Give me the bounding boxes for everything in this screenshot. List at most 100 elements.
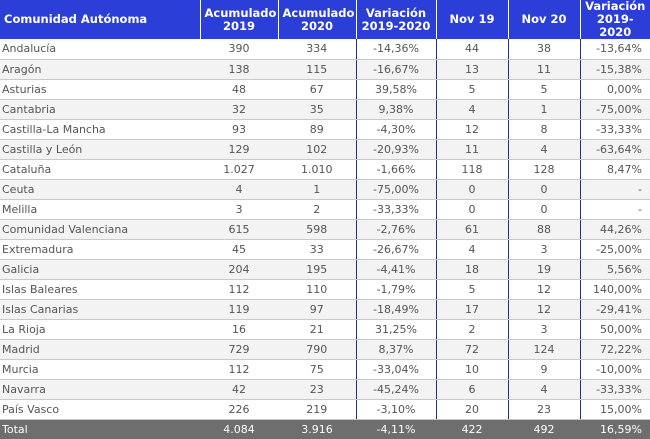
cell-variacion-acumulado: -45,24% xyxy=(355,379,436,400)
cell-region: Castilla y León xyxy=(0,139,200,160)
total-acumulado-2020: 3.916 xyxy=(278,419,356,439)
cell-nov-19: 6 xyxy=(435,379,508,400)
header-acumulado-2020: Acumulado 2020 xyxy=(277,0,356,39)
cell-nov-19: 0 xyxy=(435,179,508,200)
cell-variacion-acumulado: -14,36% xyxy=(355,39,436,60)
header-variacion-nov: Variación 2019-2020 xyxy=(579,0,650,39)
cell-variacion-nov: 0,00% xyxy=(579,79,650,100)
cell-region: Islas Canarias xyxy=(0,299,200,320)
table-row: Extremadura 45 33 -26,67% 4 3 -25,00% xyxy=(0,239,650,260)
header-variacion-acumulado: Variación 2019-2020 xyxy=(355,0,436,39)
table-header: Comunidad Autónoma Acumulado 2019 Acumula… xyxy=(0,0,650,39)
cell-acumulado-2020: 110 xyxy=(278,279,356,300)
cell-variacion-acumulado: -4,30% xyxy=(355,119,436,140)
cell-region: Melilla xyxy=(0,199,200,220)
cell-region: Asturias xyxy=(0,79,200,100)
cell-acumulado-2020: 2 xyxy=(278,199,356,220)
table-row: Madrid 729 790 8,37% 72 124 72,22% xyxy=(0,339,650,360)
cell-nov-20: 38 xyxy=(507,39,580,60)
table-row: Aragón 138 115 -16,67% 13 11 -15,38% xyxy=(0,59,650,80)
cell-acumulado-2020: 334 xyxy=(278,39,356,60)
cell-variacion-nov: 5,56% xyxy=(579,259,650,280)
cell-variacion-nov: -33,33% xyxy=(579,119,650,140)
cell-variacion-nov: -10,00% xyxy=(579,359,650,380)
cell-variacion-nov: -13,64% xyxy=(579,39,650,60)
cell-nov-20: 11 xyxy=(507,59,580,80)
cell-acumulado-2019: 129 xyxy=(200,139,278,160)
table-row: Ceuta 4 1 -75,00% 0 0- xyxy=(0,179,650,200)
cell-acumulado-2019: 729 xyxy=(200,339,278,360)
cell-variacion-nov: 140,00% xyxy=(579,279,650,300)
cell-nov-20: 9 xyxy=(507,359,580,380)
cell-acumulado-2019: 48 xyxy=(200,79,278,100)
cell-nov-19: 20 xyxy=(435,399,508,420)
cell-variacion-nov: -29,41% xyxy=(579,299,650,320)
cell-variacion-acumulado: 9,38% xyxy=(355,99,436,120)
cell-nov-20: 3 xyxy=(507,239,580,260)
table-row: Cantabria 32 35 9,38% 4 1 -75,00% xyxy=(0,99,650,120)
cell-nov-19: 2 xyxy=(435,319,508,340)
cell-nov-19: 5 xyxy=(435,79,508,100)
cell-acumulado-2019: 3 xyxy=(200,199,278,220)
cell-nov-20: 4 xyxy=(507,379,580,400)
cell-acumulado-2020: 67 xyxy=(278,79,356,100)
cell-acumulado-2020: 89 xyxy=(278,119,356,140)
table-row: Islas Canarias 119 97 -18,49% 17 12 -29,41% xyxy=(0,299,650,320)
table-body: Andalucía 390 334 -14,36% 44 38 -13,64% Aragón 1… xyxy=(0,39,650,420)
cell-variacion-acumulado: 39,58% xyxy=(355,79,436,100)
cell-acumulado-2019: 112 xyxy=(200,359,278,380)
cell-nov-20: 12 xyxy=(507,279,580,300)
cell-nov-19: 12 xyxy=(435,119,508,140)
cell-acumulado-2019: 226 xyxy=(200,399,278,420)
cell-acumulado-2019: 1.027 xyxy=(200,159,278,180)
cell-region: Islas Baleares xyxy=(0,279,200,300)
cell-variacion-nov: 44,26% xyxy=(579,219,650,240)
cell-nov-20: 8 xyxy=(507,119,580,140)
cell-acumulado-2019: 138 xyxy=(200,59,278,80)
cell-nov-19: 5 xyxy=(435,279,508,300)
cell-nov-20: 3 xyxy=(507,319,580,340)
cell-region: Andalucía xyxy=(0,39,200,60)
cell-variacion-nov: -25,00% xyxy=(579,239,650,260)
cell-variacion-acumulado: -20,93% xyxy=(355,139,436,160)
cell-region: Ceuta xyxy=(0,179,200,200)
cell-variacion-nov: 15,00% xyxy=(579,399,650,420)
cell-nov-20: 124 xyxy=(507,339,580,360)
table-row: País Vasco 226 219 -3,10% 20 23 15,00% xyxy=(0,399,650,420)
cell-region: Cantabria xyxy=(0,99,200,120)
header-nov-19: Nov 19 xyxy=(435,0,508,39)
header-acumulado-2019: Acumulado 2019 xyxy=(199,0,278,39)
cell-nov-20: 19 xyxy=(507,259,580,280)
cell-region: Extremadura xyxy=(0,239,200,260)
cell-variacion-acumulado: -18,49% xyxy=(355,299,436,320)
cell-variacion-acumulado: -1,66% xyxy=(355,159,436,180)
cell-acumulado-2019: 615 xyxy=(200,219,278,240)
cell-acumulado-2020: 21 xyxy=(278,319,356,340)
cell-acumulado-2019: 119 xyxy=(200,299,278,320)
cell-variacion-acumulado: -3,10% xyxy=(355,399,436,420)
table-row: Navarra 42 23 -45,24% 6 4 -33,33% xyxy=(0,379,650,400)
total-variacion-acumulado: -4,11% xyxy=(356,419,436,439)
cell-nov-20: 128 xyxy=(507,159,580,180)
cell-variacion-nov: - xyxy=(579,199,650,220)
cell-variacion-nov: -75,00% xyxy=(579,99,650,120)
cell-acumulado-2019: 45 xyxy=(200,239,278,260)
cell-acumulado-2020: 35 xyxy=(278,99,356,120)
cell-nov-19: 17 xyxy=(435,299,508,320)
cell-acumulado-2020: 598 xyxy=(278,219,356,240)
cell-variacion-acumulado: -4,41% xyxy=(355,259,436,280)
table-footer: Total 4.084 3.916 -4,11% 422 492 16,59% xyxy=(0,419,650,439)
cell-region: Castilla-La Mancha xyxy=(0,119,200,140)
cell-variacion-nov: 72,22% xyxy=(579,339,650,360)
cell-region: La Rioja xyxy=(0,319,200,340)
table-row: Castilla y León 129 102 -20,93% 11 4 -63,64% xyxy=(0,139,650,160)
cell-variacion-nov: -33,33% xyxy=(579,379,650,400)
cell-acumulado-2019: 204 xyxy=(200,259,278,280)
cell-nov-19: 10 xyxy=(435,359,508,380)
cell-region: Galicia xyxy=(0,259,200,280)
table-row: Murcia 112 75 -33,04% 10 9 -10,00% xyxy=(0,359,650,380)
cell-variacion-nov: -15,38% xyxy=(579,59,650,80)
cell-acumulado-2019: 32 xyxy=(200,99,278,120)
cell-region: Aragón xyxy=(0,59,200,80)
